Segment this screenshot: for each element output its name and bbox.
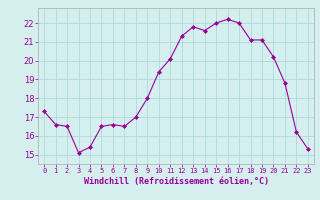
X-axis label: Windchill (Refroidissement éolien,°C): Windchill (Refroidissement éolien,°C) <box>84 177 268 186</box>
